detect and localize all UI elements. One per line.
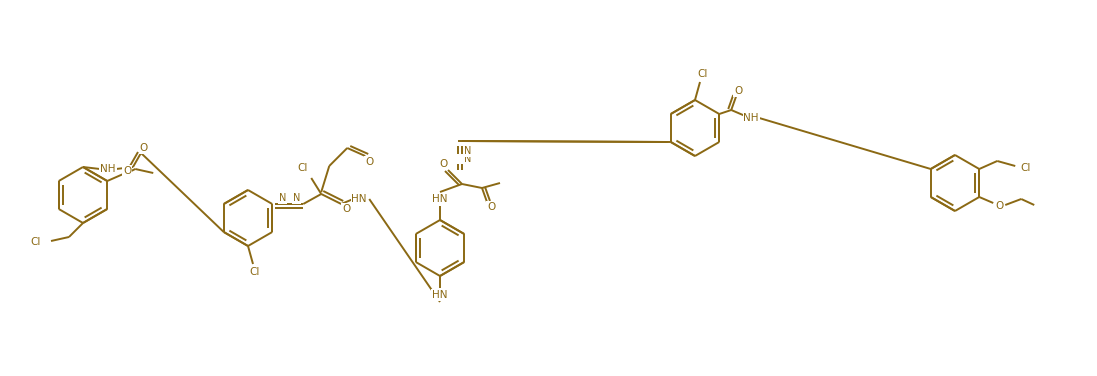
Text: O: O	[123, 166, 132, 176]
Text: NH: NH	[744, 113, 759, 123]
Text: Cl: Cl	[31, 237, 41, 247]
Text: N: N	[464, 154, 472, 164]
Text: Cl: Cl	[250, 267, 260, 277]
Text: O: O	[995, 201, 1004, 211]
Text: O: O	[342, 204, 350, 214]
Text: Cl: Cl	[698, 69, 709, 79]
Text: N: N	[279, 193, 286, 203]
Text: HN: HN	[351, 194, 367, 204]
Text: O: O	[487, 202, 495, 212]
Text: N: N	[464, 146, 472, 156]
Text: N: N	[293, 193, 299, 203]
Text: Cl: Cl	[297, 163, 307, 173]
Text: HN: HN	[432, 290, 448, 300]
Text: Cl: Cl	[1020, 163, 1030, 173]
Text: O: O	[365, 157, 373, 167]
Text: O: O	[734, 86, 743, 96]
Text: O: O	[439, 159, 448, 169]
Text: O: O	[140, 143, 148, 153]
Text: NH: NH	[100, 164, 116, 174]
Text: HN: HN	[432, 194, 448, 204]
